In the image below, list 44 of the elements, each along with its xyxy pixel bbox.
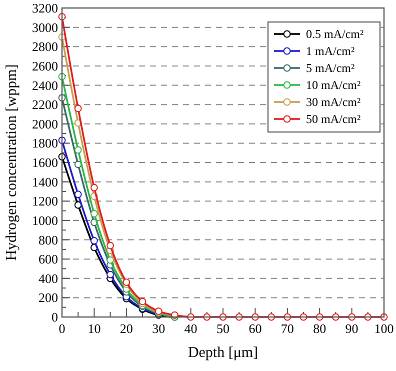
x-tick-label: 40 (184, 321, 198, 336)
point (74, 190, 82, 198)
point (90, 184, 98, 192)
x-tick-label: 50 (216, 321, 230, 336)
y-tick-label: 3200 (32, 0, 58, 16)
x-axis-title: Depth [μm] (188, 345, 258, 361)
x-tick-label: 100 (374, 321, 394, 336)
y-tick-label: 2400 (32, 78, 58, 93)
point (74, 104, 82, 112)
y-tick-label: 1200 (32, 194, 58, 209)
y-tick-label: 800 (38, 232, 58, 248)
x-tick-label: 80 (313, 321, 326, 336)
x-tick-label: 20 (120, 321, 133, 336)
legend-label: 5 mA/cm² (306, 61, 355, 75)
x-tick-label: 70 (280, 321, 294, 336)
y-tick-label: 2200 (32, 97, 58, 112)
point (106, 270, 114, 278)
y-tick-label: 400 (38, 270, 58, 286)
y-tick-label: 2800 (32, 39, 58, 54)
point (74, 146, 82, 154)
y-tick-label: 1600 (32, 155, 58, 170)
y-tick-label: 1000 (32, 212, 58, 228)
x-tick-label: 60 (248, 321, 262, 336)
legend-label: 10 mA/cm² (306, 78, 361, 92)
y-tick-label: 0 (52, 310, 58, 324)
point (106, 256, 114, 264)
x-tick-label: 10 (88, 321, 101, 336)
y-tick-label: 2000 (32, 116, 58, 132)
legend-label: 0.5 mA/cm² (306, 27, 364, 41)
y-tick-label: 3000 (32, 20, 58, 35)
y-tick-label: 1400 (32, 174, 58, 190)
legend-label: 30 mA/cm² (306, 95, 361, 109)
x-tick-label: 90 (345, 321, 358, 336)
legend-label: 1 mA/cm² (306, 44, 355, 58)
y-tick-label: 2600 (32, 58, 58, 74)
legend-label: 50 mA/cm² (306, 112, 361, 126)
y-axis-title: Hydrogen concentration [wppm] (4, 64, 20, 261)
x-tick-label: 30 (152, 321, 166, 336)
y-tick-label: 600 (38, 252, 58, 267)
point (90, 210, 98, 218)
point (90, 237, 98, 244)
y-tick-label: 200 (38, 290, 58, 306)
point (106, 242, 114, 250)
y-tick-label: 1800 (32, 136, 58, 151)
